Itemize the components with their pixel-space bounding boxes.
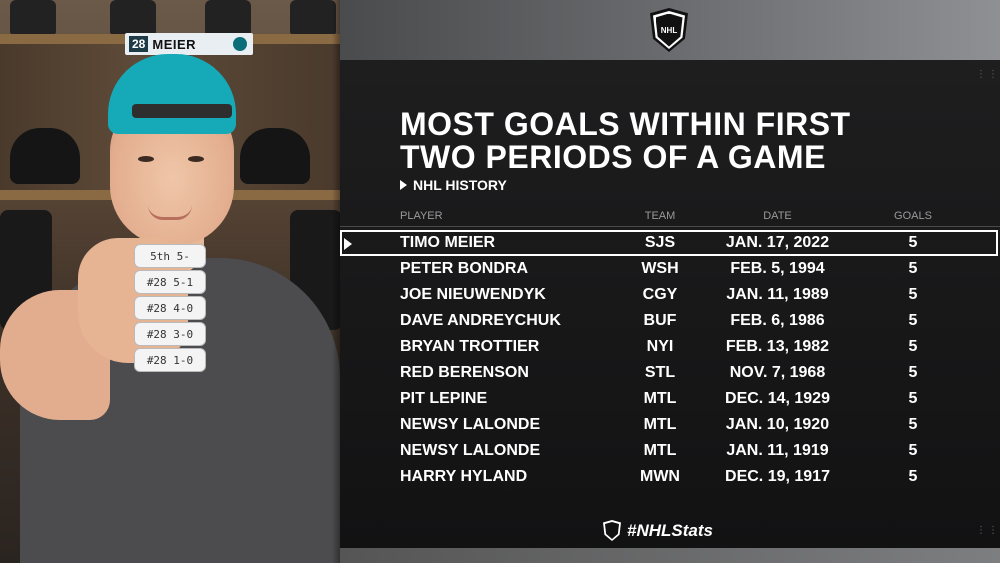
cell-team: STL: [644, 364, 676, 381]
stats-panel: [340, 60, 1000, 548]
cell-goals: 5: [908, 364, 918, 381]
cell-date: JAN. 17, 2022: [725, 234, 830, 251]
table-row: PIT LEPINE MTL DEC. 14, 1929 5: [340, 386, 1000, 412]
page-title: MOST GOALS WITHIN FIRST TWO PERIODS OF A…: [400, 108, 851, 174]
header-team: TEAM: [644, 210, 676, 222]
corner-dots-icon: ⋮⋮: [976, 69, 1000, 80]
subtitle-text: NHL HISTORY: [413, 177, 507, 193]
subtitle: NHL HISTORY: [400, 177, 507, 193]
cell-date: JAN. 10, 1920: [725, 416, 830, 433]
cell-team: MTL: [643, 390, 677, 407]
bottom-bar: [340, 548, 1000, 563]
puck: #28 1-0: [134, 348, 206, 372]
table-row: HARRY HYLAND MWN DEC. 19, 1917 5: [340, 464, 1000, 490]
puck: 5th 5-: [134, 244, 206, 268]
cell-player: NEWSY LALONDE: [400, 416, 541, 433]
sharks-logo-icon: [233, 37, 247, 51]
cell-player: BRYAN TROTTIER: [400, 338, 540, 355]
cell-player: DAVE ANDREYCHUK: [400, 312, 561, 329]
header-player: PLAYER: [400, 210, 443, 222]
cell-goals: 5: [908, 416, 918, 433]
cell-goals: 5: [908, 286, 918, 303]
helmet: [10, 128, 80, 184]
cell-player: RED BERENSON: [400, 364, 529, 381]
cell-goals: 5: [908, 234, 918, 251]
cell-team: CGY: [642, 286, 678, 303]
cell-team: SJS: [644, 234, 676, 251]
cell-team: MWN: [640, 468, 680, 485]
title-line-1: MOST GOALS WITHIN FIRST: [400, 106, 851, 142]
table-row: JOE NIEUWENDYK CGY JAN. 11, 1989 5: [340, 282, 1000, 308]
cell-player: PIT LEPINE: [400, 390, 488, 407]
backwards-cap: [108, 54, 236, 134]
skate: [290, 0, 336, 34]
footer-hashtag: #NHLStats: [603, 520, 713, 541]
cell-date: JAN. 11, 1989: [726, 286, 829, 303]
cell-goals: 5: [908, 338, 918, 355]
cell-goals: 5: [908, 260, 918, 277]
photo-edge-shadow: [332, 0, 340, 563]
table-header: PLAYER TEAM DATE GOALS: [340, 210, 1000, 227]
cell-date: DEC. 19, 1917: [725, 468, 830, 485]
nhl-logo-text: NHL: [655, 13, 683, 47]
table-row: NEWSY LALONDE MTL JAN. 11, 1919 5: [340, 438, 1000, 464]
cell-team: NYI: [646, 338, 674, 355]
table-row: DAVE ANDREYCHUK BUF FEB. 6, 1986 5: [340, 308, 1000, 334]
nameplate-number: 28: [129, 36, 149, 52]
hashtag-text: #NHLStats: [627, 520, 713, 540]
skate: [10, 0, 56, 34]
header-date: DATE: [763, 210, 792, 222]
cell-goals: 5: [908, 442, 918, 459]
header-goals: GOALS: [894, 210, 932, 222]
nameplate-name: MEIER: [152, 36, 197, 52]
title-line-2: TWO PERIODS OF A GAME: [400, 139, 826, 175]
puck: #28 5-1: [134, 270, 206, 294]
cell-team: WSH: [641, 260, 679, 277]
helmet: [240, 128, 310, 184]
puck: #28 3-0: [134, 322, 206, 346]
puck: #28 4-0: [134, 296, 206, 320]
table-row-highlighted: TIMO MEIER SJS JAN. 17, 2022 5: [340, 230, 998, 256]
corner-dots-icon: ⋮⋮: [976, 525, 1000, 536]
highlight-arrow-icon: [344, 238, 352, 250]
cell-date: FEB. 13, 1982: [725, 338, 830, 355]
cell-team: MTL: [643, 416, 677, 433]
cell-player: PETER BONDRA: [400, 260, 529, 277]
player-eye: [138, 156, 154, 162]
cell-goals: 5: [908, 390, 918, 407]
cell-goals: 5: [908, 312, 918, 329]
cap-strap: [132, 104, 232, 118]
stats-table: TIMO MEIER SJS JAN. 17, 2022 5 PETER BON…: [340, 230, 1000, 490]
player-photo: 28 MEIER 5th 5- #28 5-1 #28 4-0 #28 3-0 …: [0, 0, 340, 563]
table-row: BRYAN TROTTIER NYI FEB. 13, 1982 5: [340, 334, 1000, 360]
puck-stack: 5th 5- #28 5-1 #28 4-0 #28 3-0 #28 1-0: [134, 244, 206, 374]
table-row: RED BERENSON STL NOV. 7, 1968 5: [340, 360, 1000, 386]
cell-player: HARRY HYLAND: [400, 468, 528, 485]
cell-team: MTL: [643, 442, 677, 459]
cell-goals: 5: [908, 468, 918, 485]
cell-date: NOV. 7, 1968: [729, 364, 826, 381]
cell-team: BUF: [643, 312, 677, 329]
cell-date: DEC. 14, 1929: [725, 390, 830, 407]
skate: [205, 0, 251, 34]
cell-player: JOE NIEUWENDYK: [400, 286, 546, 303]
cell-date: FEB. 6, 1986: [730, 312, 825, 329]
player-eye: [188, 156, 204, 162]
skate: [110, 0, 156, 34]
play-arrow-icon: [400, 180, 407, 190]
player-smile: [148, 205, 192, 220]
table-row: NEWSY LALONDE MTL JAN. 10, 1920 5: [340, 412, 1000, 438]
locker-nameplate: 28 MEIER: [125, 33, 253, 55]
nhl-small-logo-icon: [603, 520, 621, 541]
table-row: PETER BONDRA WSH FEB. 5, 1994 5: [340, 256, 1000, 282]
cell-player: TIMO MEIER: [400, 234, 496, 251]
cell-date: JAN. 11, 1919: [726, 442, 829, 459]
cell-player: NEWSY LALONDE: [400, 442, 541, 459]
cell-date: FEB. 5, 1994: [730, 260, 825, 277]
